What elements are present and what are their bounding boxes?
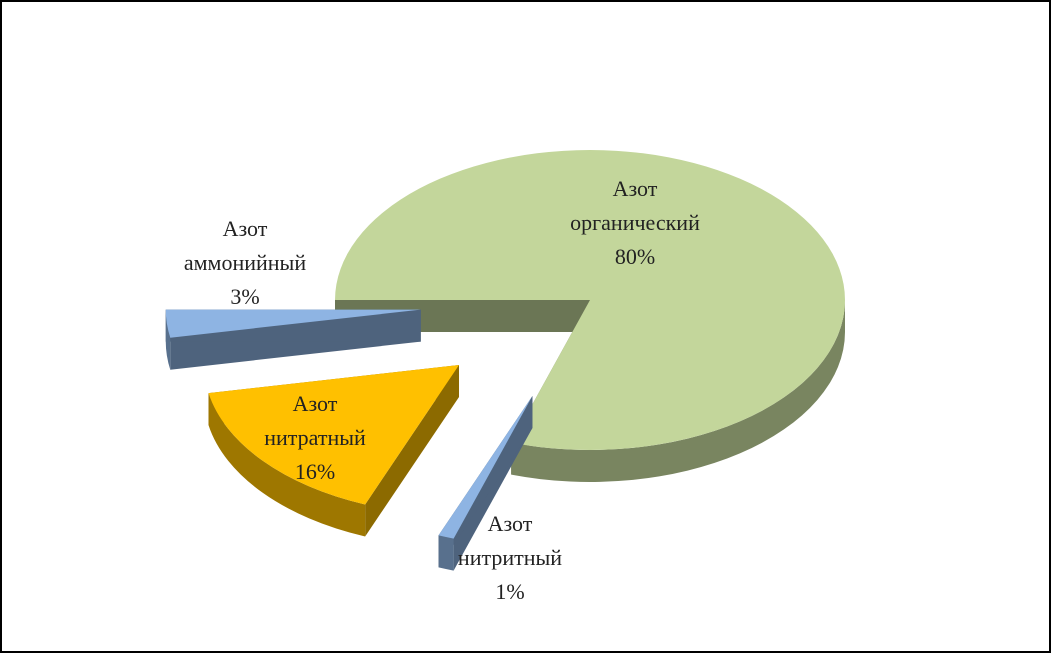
label-line: органический <box>570 210 700 235</box>
slice-top <box>165 309 421 338</box>
slice-face <box>438 395 533 568</box>
value-label: 80% <box>615 244 655 269</box>
slice <box>165 309 421 370</box>
slice <box>208 365 460 537</box>
label-line: нитратный <box>264 425 366 450</box>
value-label: 1% <box>495 579 524 604</box>
slice-face <box>365 365 460 537</box>
slice-label: Азот нитратный <box>264 391 366 450</box>
slice-side <box>511 300 845 482</box>
slice-top <box>438 395 533 539</box>
slice-side <box>208 393 366 537</box>
slice <box>438 395 533 571</box>
label-line: нитритный <box>458 545 562 570</box>
slice-top <box>208 365 460 505</box>
slice-label: Азот нитритный <box>458 511 562 570</box>
label-line: аммонийный <box>184 250 306 275</box>
label-line: Азот <box>613 176 658 201</box>
value-label: 16% <box>295 459 335 484</box>
slice-side <box>438 535 454 571</box>
value-label: 3% <box>230 284 259 309</box>
slice-top <box>335 149 846 451</box>
label-line: Азот <box>293 391 338 416</box>
label-line: Азот <box>488 511 533 536</box>
slice-side <box>165 309 171 370</box>
slice-label: Азот органический <box>570 176 700 235</box>
slice-label: Азот аммонийный <box>184 216 306 275</box>
label-line: Азот <box>223 216 268 241</box>
